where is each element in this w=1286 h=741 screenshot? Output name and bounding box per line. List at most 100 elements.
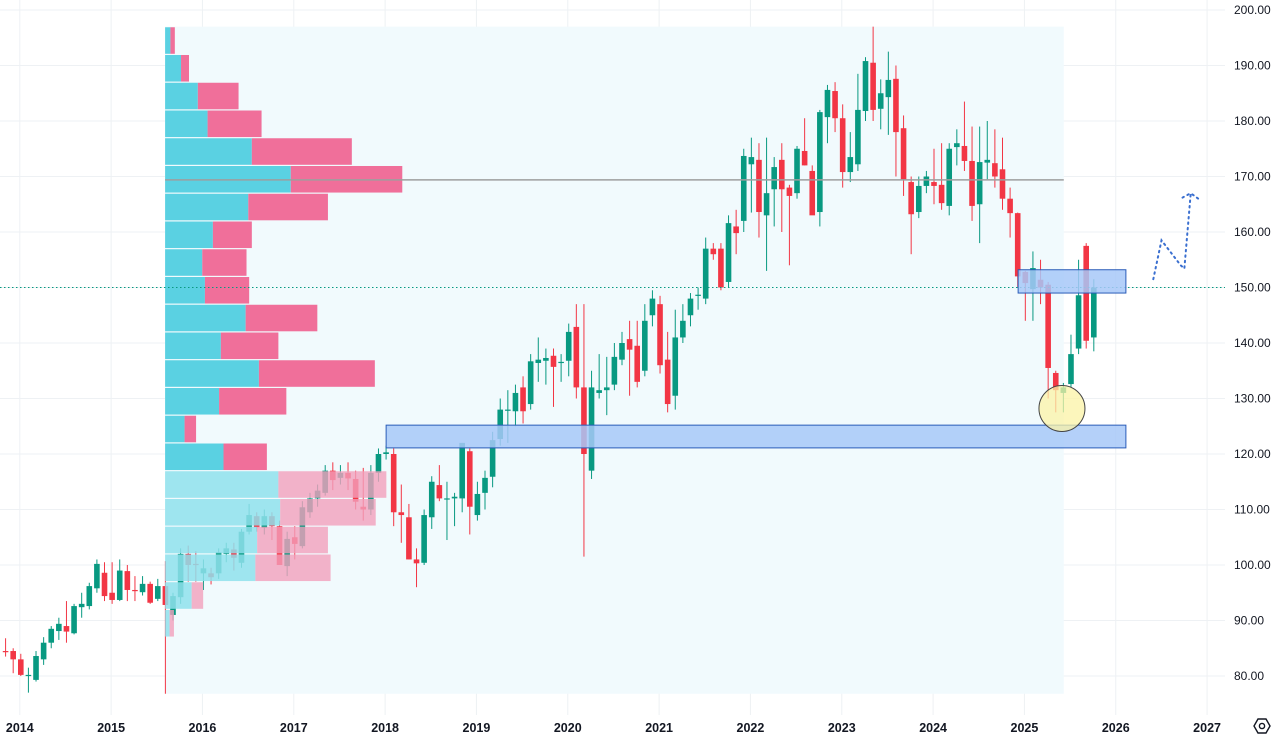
support-zone[interactable] — [1017, 269, 1127, 294]
candle-body — [756, 159, 762, 213]
candle-body — [763, 193, 770, 216]
candle-body — [421, 515, 427, 563]
x-tick-label: 2021 — [645, 721, 673, 735]
candle-body — [1045, 284, 1051, 368]
gear-icon[interactable] — [1252, 716, 1272, 736]
volume-profile-up-bar — [165, 415, 185, 443]
candle-body — [893, 78, 899, 133]
y-tick-label: 140.00 — [1234, 336, 1271, 350]
candle-body — [482, 477, 488, 493]
x-tick-label: 2019 — [463, 721, 491, 735]
candle-body — [680, 320, 686, 338]
candle-body — [520, 387, 526, 412]
x-tick-label: 2026 — [1102, 721, 1130, 735]
candle-body — [1075, 295, 1082, 349]
candle-body — [824, 89, 831, 118]
candle-body — [383, 452, 389, 454]
candle-body — [999, 169, 1006, 199]
candle-body — [877, 93, 884, 109]
volume-profile-up-bar — [165, 610, 170, 637]
volume-profile-down-bar — [223, 443, 267, 471]
candle-body — [10, 651, 16, 660]
y-tick-label: 180.00 — [1234, 114, 1271, 128]
candle-body — [702, 248, 709, 299]
candle-body — [695, 294, 701, 296]
candle-body — [603, 387, 610, 391]
volume-profile-faded-rows — [165, 471, 387, 637]
candle-body — [147, 583, 153, 603]
candle-body — [558, 361, 564, 364]
candle-body — [398, 512, 405, 516]
candle-body — [444, 498, 450, 500]
candle-body — [786, 187, 793, 196]
candle-body — [1091, 287, 1097, 338]
x-tick-label: 2018 — [371, 721, 399, 735]
candle-body — [78, 603, 85, 608]
candle-body — [71, 606, 77, 634]
volume-profile-down-bar — [219, 388, 287, 415]
candle-body — [116, 570, 123, 600]
candle-body — [581, 387, 587, 454]
y-tick-label: 190.00 — [1234, 59, 1271, 73]
candle-body — [611, 356, 618, 385]
volume-profile-up-bar — [165, 27, 171, 54]
volume-profile-down-bar — [245, 304, 318, 332]
volume-profile-down-bar — [258, 360, 375, 387]
candle-body — [535, 359, 542, 363]
volume-profile-up-bar — [165, 554, 256, 582]
x-tick-label: 2022 — [737, 721, 765, 735]
x-tick-label: 2014 — [6, 721, 34, 735]
candle-body — [817, 112, 823, 213]
volume-profile-up-bar — [165, 82, 198, 110]
candle-body — [1014, 213, 1021, 277]
candle-body — [436, 485, 443, 499]
y-tick-label: 200.00 — [1234, 3, 1271, 17]
candle-body — [794, 148, 800, 194]
candle-body — [718, 248, 724, 288]
volume-profile-down-bar — [170, 27, 175, 54]
candle-body — [550, 355, 557, 367]
volume-profile-up-bar — [165, 193, 249, 221]
volume-profile-up-bar — [165, 249, 203, 276]
candle-body — [109, 592, 115, 600]
candle-body — [710, 248, 717, 255]
volume-profile-down-bar — [257, 526, 328, 554]
candle-body — [101, 572, 108, 597]
candle-body — [915, 185, 922, 213]
y-axis: 80.00 90.00 100.00 110.00 120.00 130.00 140.00… — [1234, 3, 1271, 683]
candle-body — [86, 586, 93, 607]
candle-body — [390, 454, 397, 513]
volume-profile-up-bar — [165, 526, 258, 554]
volume-profile-down-bar — [202, 249, 247, 276]
candle-body — [406, 517, 412, 560]
candle-body — [63, 626, 70, 632]
volume-profile-up-bar — [165, 332, 221, 360]
candle-body — [847, 157, 854, 173]
candle-body — [543, 357, 549, 361]
candle-body — [1068, 354, 1074, 385]
candle-body — [809, 170, 816, 216]
y-tick-label: 110.00 — [1234, 503, 1270, 517]
candle-body — [139, 583, 146, 593]
volume-profile-up-bar — [165, 304, 246, 332]
candle-body — [923, 176, 930, 186]
candle-body — [565, 331, 572, 361]
projection-path[interactable] — [1152, 191, 1201, 281]
candle-body — [132, 589, 138, 592]
y-tick-label: 90.00 — [1234, 614, 1264, 628]
volume-profile-down-bar — [220, 332, 279, 360]
x-tick-label: 2025 — [1011, 721, 1039, 735]
candle-body — [413, 559, 420, 564]
candle-body — [634, 345, 641, 382]
highlight-circle[interactable] — [1038, 384, 1086, 432]
candle-body — [664, 359, 671, 405]
candle-body — [56, 623, 62, 632]
candle-body — [596, 390, 602, 393]
candle-body — [855, 109, 861, 165]
volume-profile-up-bar — [165, 55, 182, 82]
y-tick-label: 130.00 — [1234, 392, 1271, 406]
support-zone[interactable] — [385, 424, 1127, 449]
y-tick-label: 170.00 — [1234, 170, 1271, 184]
volume-profile-down-bar — [204, 277, 250, 304]
